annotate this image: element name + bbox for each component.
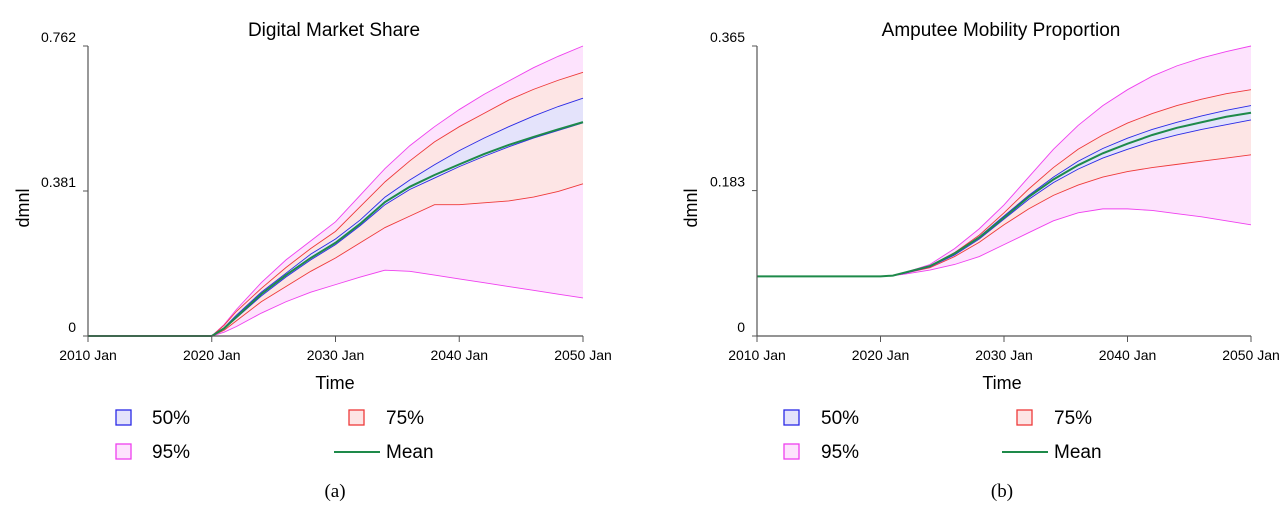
legend-label-95-a: 95% [152, 442, 190, 463]
x-tick-label-b: 2030 Jan [975, 347, 1033, 363]
chart-title-b: Amputee Mobility Proportion [882, 20, 1121, 41]
legend-label-50-a: 50% [152, 408, 190, 429]
chart-title-a: Digital Market Share [248, 20, 420, 41]
legend-label-95-b: 95% [821, 442, 859, 463]
y-ticks-a: 0 0.381 0.762 [41, 29, 88, 337]
x-tick-label-a: 2030 Jan [307, 347, 365, 363]
x-axis-label-a: Time [315, 373, 354, 393]
x-ticks-b: 2010 Jan 2020 Jan 2030 Jan 2040 Jan 2050 Jan [728, 336, 1280, 363]
x-tick-label-a: 2010 Jan [59, 347, 117, 363]
y-ticks-b: 0 0.183 0.365 [710, 29, 757, 337]
y-axis-label-b: dmnl [681, 188, 701, 227]
y-tick-label-a: 0.381 [41, 174, 76, 190]
legend-swatch-75-b [1016, 409, 1033, 426]
x-ticks-a: 2010 Jan 2020 Jan 2030 Jan 2040 Jan 2050 Jan [59, 336, 612, 363]
x-tick-label-a: 2050 Jan [554, 347, 612, 363]
panel-label-b: (b) [991, 481, 1013, 502]
y-tick-label-b: 0.183 [710, 174, 745, 190]
legend-label-50-b: 50% [821, 408, 859, 429]
plot-area-b [757, 45, 1252, 278]
x-tick-label-a: 2040 Jan [430, 347, 488, 363]
x-tick-label-b: 2040 Jan [1099, 347, 1157, 363]
mean-line-b [757, 111, 1252, 278]
band-50-fill-a [88, 98, 583, 336]
legend-label-mean-a: Mean [386, 442, 434, 463]
y-tick-label-b: 0 [737, 319, 745, 335]
plot-area-a [88, 45, 584, 337]
y-tick-label-a: 0 [68, 319, 76, 335]
chart-panel-b: Amputee Mobility Proportion 00.1830.365 … [681, 20, 1280, 502]
band-95-fill-a [88, 46, 583, 336]
x-tick-label-b: 2010 Jan [728, 347, 786, 363]
band-75-fill-b [757, 89, 1251, 277]
y-axis-label-a: dmnl [13, 188, 33, 227]
y-tick-label-a: 0.762 [41, 29, 76, 45]
band-50-fill-b [757, 105, 1251, 277]
band-75-fill-a [88, 72, 583, 337]
legend-swatch-95-a [115, 443, 132, 460]
y-tick-label-b: 0.365 [710, 29, 745, 45]
x-axis-label-b: Time [982, 373, 1021, 393]
x-tick-label-a: 2020 Jan [183, 347, 241, 363]
panel-label-a: (a) [324, 481, 345, 502]
legend-label-75-b: 75% [1054, 408, 1092, 429]
x-tick-label-b: 2020 Jan [852, 347, 910, 363]
legend-label-75-a: 75% [386, 408, 424, 429]
legend-swatch-50-b [783, 409, 800, 426]
legend-b: 50% 95% 75% Mean [783, 408, 1102, 463]
x-tick-label-b: 2050 Jan [1222, 347, 1280, 363]
legend-swatch-95-b [783, 443, 800, 460]
chart-panel-a: Digital Market Share 0 0.381 0.762 2010 Ja… [13, 20, 612, 502]
legend-a: 50% 95% 75% Mean [115, 408, 434, 463]
legend-swatch-50-a [115, 409, 132, 426]
legend-swatch-75-a [348, 409, 365, 426]
band-95-fill-b [757, 46, 1251, 277]
legend-label-mean-b: Mean [1054, 442, 1102, 463]
